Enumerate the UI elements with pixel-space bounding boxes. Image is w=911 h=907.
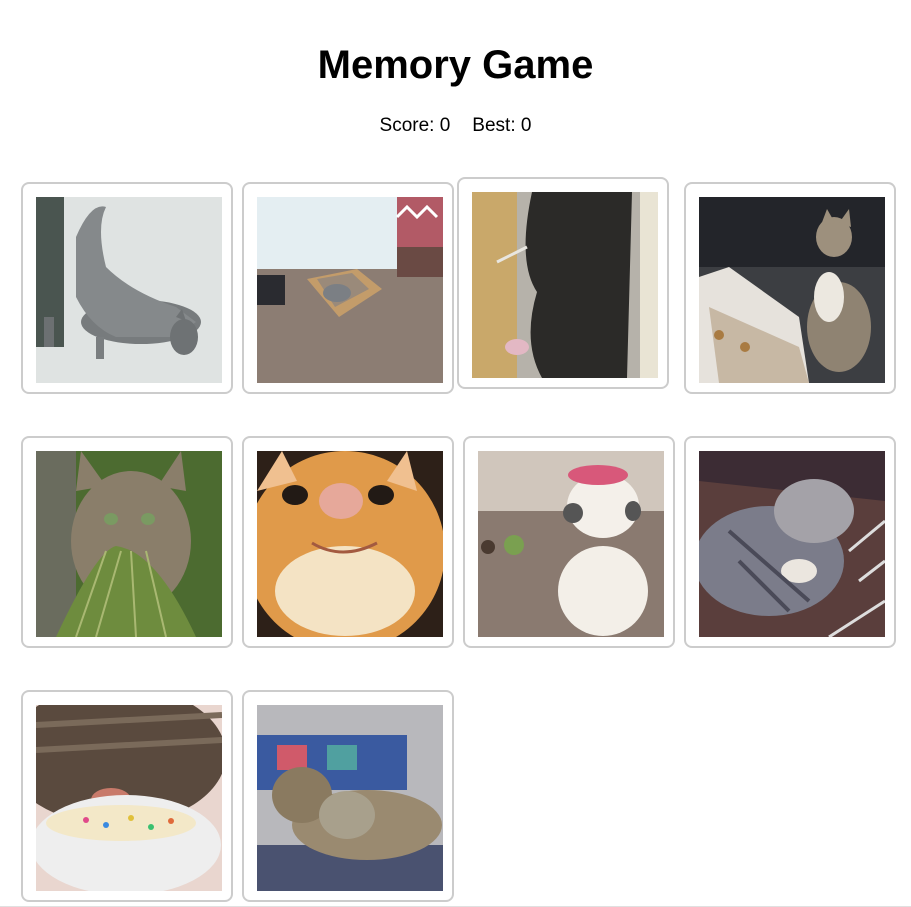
card-1[interactable] — [21, 182, 233, 394]
card-2[interactable] — [242, 182, 454, 394]
card-image — [472, 192, 658, 378]
card-3[interactable] — [457, 177, 669, 389]
card-10[interactable] — [242, 690, 454, 902]
card-9[interactable] — [21, 690, 233, 902]
card-image — [478, 451, 664, 637]
card-8[interactable] — [684, 436, 896, 648]
scoreboard: Score: 0 Best: 0 — [0, 114, 911, 138]
card-7[interactable] — [463, 436, 675, 648]
card-4[interactable] — [684, 182, 896, 394]
card-image — [699, 197, 885, 383]
card-image — [36, 705, 222, 891]
card-image — [257, 705, 443, 891]
score-value: Score: 0 — [379, 115, 451, 136]
card-image — [699, 451, 885, 637]
card-image — [257, 451, 443, 637]
card-5[interactable] — [21, 436, 233, 648]
card-image — [257, 197, 443, 383]
page-title: Memory Game — [317, 43, 594, 87]
card-6[interactable] — [242, 436, 454, 648]
best-score-value: Best: 0 — [472, 115, 532, 136]
card-image — [36, 197, 222, 383]
card-image — [36, 451, 222, 637]
